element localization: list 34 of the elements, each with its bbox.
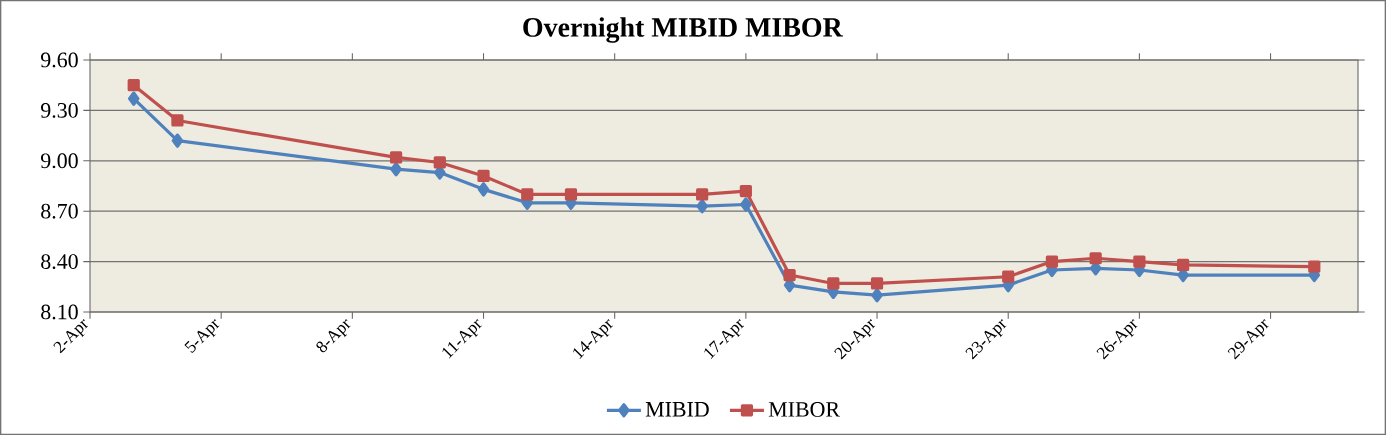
point bbox=[696, 188, 709, 201]
point bbox=[477, 169, 490, 183]
point bbox=[390, 162, 402, 177]
point bbox=[1176, 258, 1190, 272]
point bbox=[171, 114, 184, 127]
point bbox=[739, 184, 752, 198]
point bbox=[433, 156, 446, 169]
y-tick-label: 9.60 bbox=[40, 52, 78, 68]
y-tick-label: 8.10 bbox=[41, 304, 78, 320]
point bbox=[827, 277, 840, 290]
y-tick-label: 9.30 bbox=[40, 102, 78, 118]
y-tick-label: 8.40 bbox=[41, 254, 78, 270]
point bbox=[1133, 255, 1146, 268]
chart-title: Overnight MIBID MIBOR bbox=[523, 17, 843, 43]
point bbox=[521, 188, 534, 201]
legend-label: MIBID bbox=[645, 402, 709, 417]
point bbox=[477, 182, 490, 197]
legend-label: MIBOR bbox=[768, 402, 841, 417]
point bbox=[1089, 252, 1102, 265]
y-tick-label: 8.70 bbox=[41, 203, 78, 219]
point bbox=[127, 91, 140, 106]
point bbox=[389, 151, 403, 164]
point bbox=[740, 197, 752, 212]
point bbox=[171, 133, 184, 148]
point bbox=[564, 188, 578, 201]
point bbox=[783, 268, 796, 282]
point bbox=[127, 79, 140, 92]
point bbox=[1045, 255, 1059, 268]
point bbox=[1002, 270, 1015, 283]
y-tick-label: 9.00 bbox=[40, 153, 78, 169]
point bbox=[696, 198, 708, 214]
point bbox=[1308, 260, 1321, 273]
point bbox=[870, 277, 884, 290]
point bbox=[871, 288, 883, 303]
